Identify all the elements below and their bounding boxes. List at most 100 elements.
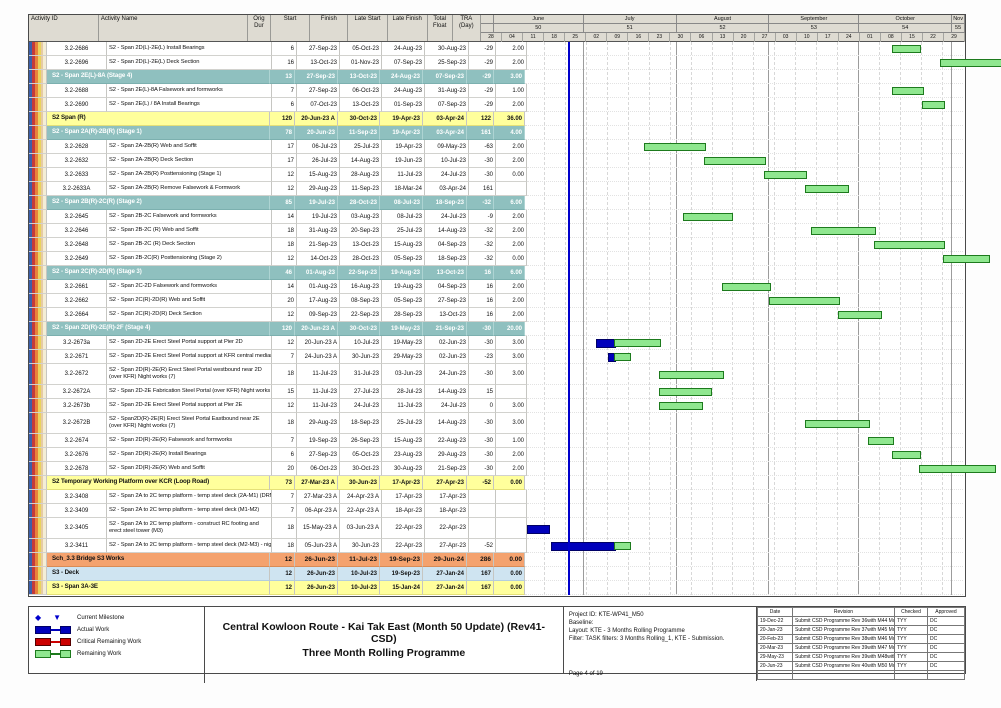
wbs-color-strip [29, 308, 47, 322]
week-gridline [816, 42, 818, 595]
table-row: 3.2-2633A S2 - Span 2A-2B(R) Remove False… [29, 182, 963, 196]
table-row: 3.2-2632 S2 - Span 2A-2B(R) Deck Section 1… [29, 154, 963, 168]
cell-orig-dur: 12 [272, 252, 297, 266]
gantt-bar-remaining [940, 59, 1001, 67]
cell-start: 26-Jun-23 [295, 581, 338, 595]
cell-late-finish: 13-Oct-23 [423, 266, 467, 280]
project-info-line: Baseline: [568, 620, 594, 626]
cell-start: 27-Sep-23 [297, 84, 340, 98]
cell-activity-id: 3.2-3411 [47, 539, 107, 553]
cell-tra [496, 518, 527, 539]
cell-finish: 30-Jun-23 [338, 476, 380, 490]
report-title-box: Central Kowloon Route - Kai Tak East (Mo… [205, 607, 564, 673]
gantt-bar-remaining [658, 402, 703, 410]
cell-activity-name: S2 - Span 2D(R)-2E(R) Falsework and form… [107, 434, 272, 448]
cell-tra: 3.00 [496, 364, 527, 385]
revision-column-header: Checked [894, 607, 928, 617]
cell-orig-dur: 13 [270, 70, 295, 84]
cell-late-finish: 17-Apr-23 [425, 490, 469, 504]
cell-late-finish: 29-Aug-23 [425, 448, 469, 462]
cell-late-start: 18-Apr-23 [382, 504, 425, 518]
cell-orig-dur: 18 [272, 238, 297, 252]
cell-tra: 6.00 [494, 266, 525, 280]
revision-cell: Submit CSD Programme Rev 37with M45 Mon.… [792, 625, 895, 635]
month-gridline [675, 42, 677, 595]
timeline-week-label: 20 [734, 33, 755, 42]
cell-finish: 22-Sep-23 [338, 266, 380, 280]
table-row: 3.2-2673b S2 - Span 2D-2E Erect Steel Por… [29, 399, 963, 413]
gantt-lane [527, 224, 963, 238]
cell-orig-dur: 12 [270, 553, 295, 567]
table-row: 3.2-2690 S2 - Span 2E(L) / 8A Install Bea… [29, 98, 963, 112]
wbs-color-strip [29, 42, 47, 56]
cell-activity-id: 3.2-2674 [47, 434, 107, 448]
cell-finish: 16-Aug-23 [340, 280, 382, 294]
cell-activity-id: 3.2-2633 [47, 168, 107, 182]
table-row: 3.2-2649 S2 - Span 2B-2C(R) Posttensionin… [29, 252, 991, 266]
remaining-bar-icon [35, 650, 71, 658]
wbs-color-strip [29, 210, 47, 224]
cell-late-finish: 18-Sep-23 [425, 252, 469, 266]
wbs-color-strip [29, 70, 47, 84]
gantt-bar-remaining [721, 283, 772, 291]
report-title-line2: Three Month Rolling Programme [302, 647, 466, 659]
timeline-week-label: 03 [776, 33, 797, 42]
cell-late-finish: 27-Apr-23 [423, 476, 467, 490]
gantt-lane [527, 434, 963, 448]
cell-start: 24-Jun-23 A [297, 350, 340, 364]
cell-finish: 03-Aug-23 [340, 210, 382, 224]
group-name-cell: S3 - Deck [47, 567, 270, 581]
revision-cell: TYY [894, 643, 928, 653]
gantt-bar-actual [550, 542, 616, 551]
cell-finish: 13-Oct-23 [340, 98, 382, 112]
cell-start: 11-Jul-23 [297, 399, 340, 413]
cell-start: 11-Jul-23 [297, 364, 340, 385]
cell-total-float: 16 [467, 266, 494, 280]
cell-activity-name: S2 - Span 2D(R)-2E(R) Web and Soffit [107, 462, 272, 476]
timeline-week-label: 06 [691, 33, 713, 42]
table-row: 3.2-2646 S2 - Span 2B-2C (R) Web and Soff… [29, 224, 963, 238]
timeline-week-label: 13 [713, 33, 734, 42]
cell-finish: 13-Oct-23 [338, 70, 380, 84]
revision-cell: 29-May-23 [757, 652, 793, 662]
cell-total-float: -30 [469, 336, 496, 350]
cell-orig-dur: 20 [272, 462, 297, 476]
cell-activity-name: S2 - Span 2D-2E Erect Steel Portal suppo… [107, 336, 272, 350]
cell-tra: 2.00 [496, 238, 527, 252]
column-header: TRA (Day) [453, 15, 482, 41]
cell-start: 20-Jun-23 A [295, 112, 338, 126]
cell-activity-name: S2 - Span 2A to 2C temp platform - temp … [107, 539, 272, 553]
cell-late-start: 15-Aug-23 [382, 238, 425, 252]
cell-tra: 2.00 [496, 224, 527, 238]
cell-late-start: 05-Sep-23 [382, 252, 425, 266]
cell-start: 27-Sep-23 [297, 42, 340, 56]
gantt-lane [527, 490, 963, 504]
actual-bar-icon [35, 626, 71, 634]
column-header: Activity ID [29, 15, 99, 41]
gantt-lane [525, 112, 963, 126]
cell-activity-name: S2 - Span2D(R)-2E(R) Erect Steel Portal … [107, 413, 272, 434]
timeline-week-label: 25 [565, 33, 587, 42]
table-row: 3.2-3408 S2 - Span 2A to 2C temp platform… [29, 490, 963, 504]
revision-cell: TYY [894, 625, 928, 635]
week-gridline [648, 42, 650, 595]
project-info-line: Layout: KTE - 3 Months Rolling Programme [568, 628, 685, 634]
gantt-lane [527, 280, 963, 294]
cell-late-finish: 13-Oct-23 [425, 308, 469, 322]
cell-start: 06-Oct-23 [297, 462, 340, 476]
table-row: 3.2-2648 S2 - Span 2B-2C (R) Deck Section… [29, 238, 963, 252]
cell-activity-name: S2 - Span 2A-2B(R) Deck Section [107, 154, 272, 168]
table-row: 3.2-2674 S2 - Span 2D(R)-2E(R) Falsework … [29, 434, 963, 448]
cell-activity-id: 3.2-2672A [47, 385, 107, 399]
cell-late-start: 28-Sep-23 [382, 308, 425, 322]
cell-total-float: -30 [469, 462, 496, 476]
cell-late-start: 19-Aug-23 [380, 266, 423, 280]
revision-cell: Submit CSD Programme Rev 38with M46 Mon.… [792, 634, 895, 644]
cell-late-finish: 22-Apr-23 [425, 518, 469, 539]
cell-late-finish: 30-Aug-23 [425, 42, 469, 56]
cell-activity-id: 3.2-2645 [47, 210, 107, 224]
wbs-color-strip [29, 280, 47, 294]
gantt-bar-remaining [892, 451, 922, 459]
cell-start: 19-Jul-23 [297, 210, 340, 224]
